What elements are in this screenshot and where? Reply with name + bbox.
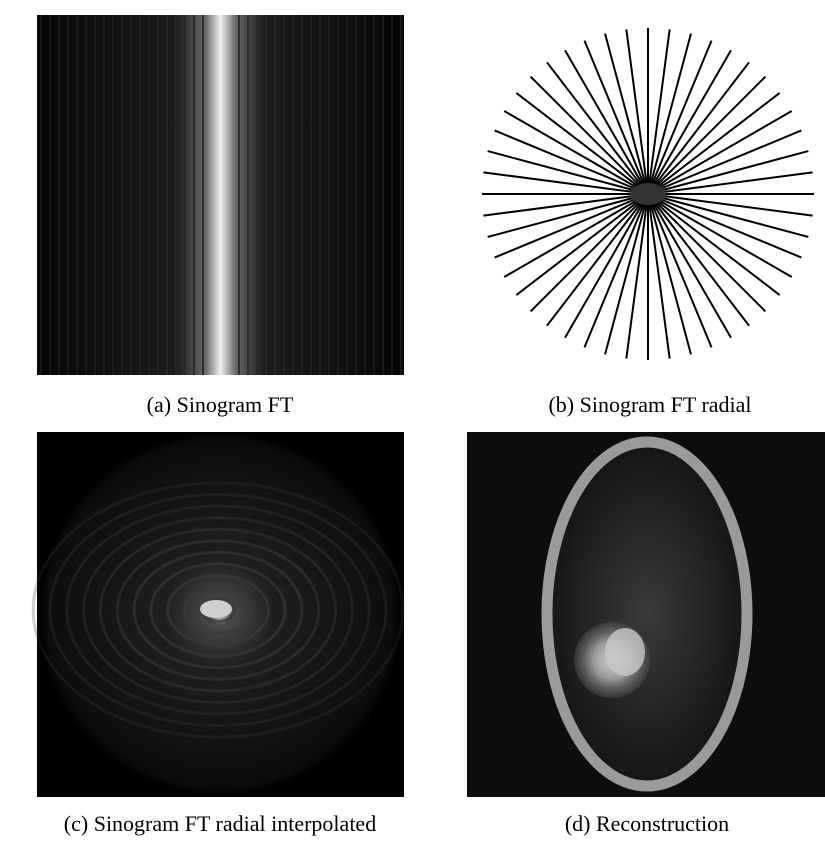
caption: (a) Sinogram FT xyxy=(147,392,294,417)
caption: (d) Reconstruction xyxy=(565,811,729,836)
spoke xyxy=(605,194,648,354)
caption: (b) Sinogram FT radial xyxy=(548,392,751,417)
spoke xyxy=(648,194,691,354)
spoke xyxy=(648,151,808,194)
panel-d xyxy=(467,432,825,797)
page: (a) Sinogram FT (b) Sinogram FT radial (… xyxy=(0,0,825,843)
spoke xyxy=(488,194,648,237)
figure: (a) Sinogram FT (b) Sinogram FT radial (… xyxy=(0,0,825,843)
panel-c xyxy=(33,432,404,797)
center-peak xyxy=(200,600,232,618)
spoke xyxy=(605,34,648,194)
panel-a xyxy=(37,15,404,375)
caption: (c) Sinogram FT radial interpolated xyxy=(64,811,376,836)
center-spot xyxy=(630,183,666,205)
lesion-core xyxy=(605,628,645,676)
sinogram-ft-image xyxy=(37,15,404,375)
spoke xyxy=(648,34,691,194)
spoke xyxy=(488,151,648,194)
spoke xyxy=(648,194,808,237)
